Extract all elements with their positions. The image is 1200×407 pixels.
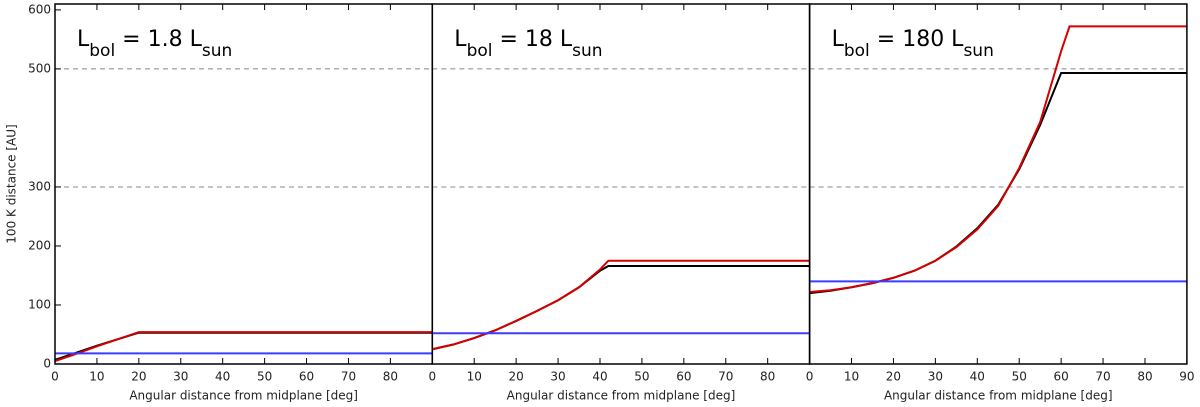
y-tick-label: 300 <box>28 179 51 193</box>
x-tick-label: 0 <box>806 370 814 384</box>
y-tick-label: 100 <box>28 297 51 311</box>
title-text: = 1.8 L <box>115 27 202 52</box>
data-line <box>432 259 810 351</box>
y-tick-label: 500 <box>28 61 51 75</box>
title-text: L <box>454 27 467 52</box>
data-line <box>54 331 433 361</box>
x-tick-label: 90 <box>1179 370 1194 384</box>
x-axis-label: Angular distance from midplane [deg] <box>129 389 358 403</box>
panel-title: Lbol = 18 Lsun <box>454 27 602 61</box>
x-axis-label: Angular distance from midplane [deg] <box>507 389 736 403</box>
data-line <box>54 331 433 362</box>
x-tick-label: 20 <box>131 370 146 384</box>
y-axis-label: 100 K distance [AU] <box>5 124 19 243</box>
title-subscript: sun <box>572 41 602 61</box>
x-tick-label: 10 <box>844 370 859 384</box>
x-tick-label: 80 <box>1137 370 1152 384</box>
y-tick-label: 0 <box>43 357 51 371</box>
x-tick-label: 20 <box>509 370 524 384</box>
panel-title: Lbol = 180 Lsun <box>832 27 994 61</box>
title-subscript: sun <box>202 41 232 61</box>
x-tick-label: 10 <box>467 370 482 384</box>
x-tick-label: 60 <box>1053 370 1068 384</box>
x-tick-label: 40 <box>970 370 985 384</box>
x-tick-label: 50 <box>1012 370 1027 384</box>
y-tick-label: 600 <box>28 2 51 16</box>
x-tick-label: 70 <box>718 370 733 384</box>
x-tick-label: 40 <box>592 370 607 384</box>
title-text: L <box>832 27 845 52</box>
title-subscript: sun <box>963 41 993 61</box>
title-subscript: bol <box>844 41 870 61</box>
x-tick-label: 80 <box>760 370 775 384</box>
plot-frame <box>808 3 1188 365</box>
data-line <box>809 72 1187 295</box>
y-tick-label: 200 <box>28 238 51 252</box>
x-tick-label: 30 <box>928 370 943 384</box>
x-tick-label: 70 <box>1095 370 1110 384</box>
x-tick-label: 20 <box>886 370 901 384</box>
x-tick-label: 50 <box>257 370 272 384</box>
x-tick-label: 0 <box>51 370 59 384</box>
x-tick-label: 40 <box>215 370 230 384</box>
x-tick-label: 60 <box>299 370 314 384</box>
title-subscript: bol <box>467 41 493 61</box>
data-line <box>809 25 1187 293</box>
x-tick-label: 60 <box>676 370 691 384</box>
x-tick-label: 80 <box>383 370 398 384</box>
x-tick-label: 50 <box>634 370 649 384</box>
x-tick-label: 10 <box>89 370 104 384</box>
panel-title: Lbol = 1.8 Lsun <box>77 27 232 61</box>
x-axis-label: Angular distance from midplane [deg] <box>884 389 1113 403</box>
x-tick-label: 70 <box>341 370 356 384</box>
title-text: = 18 L <box>492 27 572 52</box>
x-tick-label: 30 <box>550 370 565 384</box>
x-tick-label: 30 <box>173 370 188 384</box>
x-tick-label: 0 <box>428 370 436 384</box>
data-line <box>432 265 810 351</box>
title-text: L <box>77 27 90 52</box>
title-text: = 180 L <box>870 27 964 52</box>
title-subscript: bol <box>89 41 115 61</box>
